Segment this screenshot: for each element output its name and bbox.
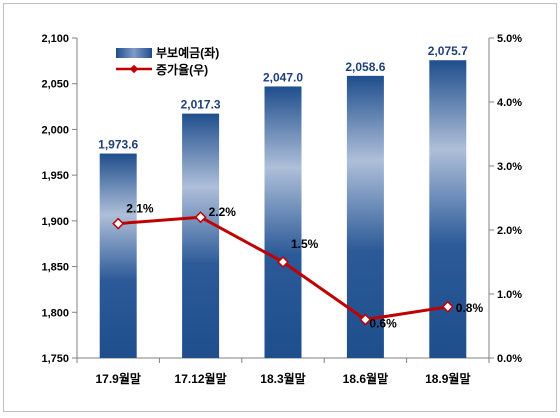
left-tick-label: 1,900 [41,216,69,228]
x-category-label: 18.3월말 [260,371,305,386]
rate-marker [194,211,207,224]
right-tick-label: 4.0% [497,97,522,109]
bars [99,60,467,359]
right-tick-label: 5.0% [497,33,522,45]
rate-marker [276,255,290,269]
left-tick-label: 1,950 [41,170,69,182]
rate-marker [441,300,454,313]
bar [99,153,137,358]
data-labels: 1,973.6 2,017.3 2,047.0 2,058.6 2,075.7 2.1% 2… [98,44,483,330]
rate-value-label: 0.6% [369,317,397,331]
x-category-label: 17.12월말 [175,371,227,386]
bar-value-label: 2,075.7 [428,44,468,58]
bar-value-label: 1,973.6 [98,138,138,152]
legend-line-label: 증가율(우) [156,62,208,77]
right-tick-label: 1.0% [497,289,522,301]
x-category-label: 17.9월말 [95,371,140,386]
left-tick-label: 1,750 [41,353,69,365]
legend: 부보예금(좌) 증가율(우) [116,45,219,77]
chart-container: 1,750 1,800 1,850 1,900 1,950 2,000 2,050 2,100… [3,3,557,412]
legend-bar-swatch [116,48,152,58]
right-tick-label: 0.0% [497,353,522,365]
rate-line [112,211,454,326]
left-tick-label: 2,100 [41,33,69,45]
right-tick-label: 2.0% [497,225,522,237]
x-category-label: 18.6월말 [343,371,388,386]
left-tick-label: 1,850 [41,262,69,274]
rate-value-label: 0.8% [456,301,484,315]
right-tick-label: 3.0% [497,161,522,173]
legend-bar-label: 부보예금(좌) [156,45,219,60]
bar-value-label: 2,058.6 [345,60,385,74]
left-tick-label: 2,000 [41,124,69,136]
x-category-label: 18.9월말 [425,371,470,386]
rate-value-label: 2.1% [126,202,154,216]
rate-value-label: 1.5% [291,237,319,251]
bar-value-label: 2,017.3 [181,98,221,112]
rate-marker [359,313,372,326]
bar [182,113,220,359]
axes: 1,750 1,800 1,850 1,900 1,950 2,000 2,050 2,100… [41,33,522,386]
bar-value-label: 2,047.0 [263,70,303,84]
rate-marker [112,217,125,230]
left-tick-label: 1,800 [41,307,69,319]
combo-chart: 1,750 1,800 1,850 1,900 1,950 2,000 2,050 2,100… [41,33,522,386]
left-tick-label: 2,050 [41,79,69,91]
legend-line-marker [129,64,139,74]
rate-value-label: 2.2% [209,205,237,219]
bar [264,86,302,358]
